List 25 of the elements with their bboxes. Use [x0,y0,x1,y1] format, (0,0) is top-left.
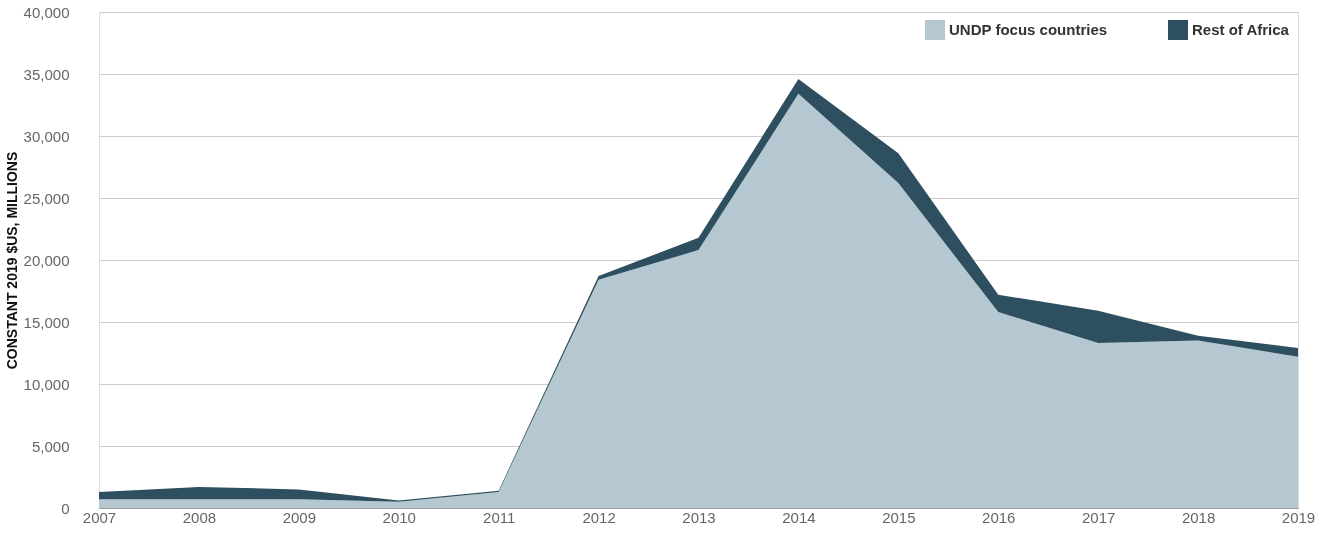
x-tick-label: 2008 [182,508,217,526]
y-tick-label: 35,000 [23,65,70,83]
x-tick-label: 2014 [782,508,816,526]
x-tick-label: 2011 [483,508,516,526]
y-tick-label: 5,000 [31,437,70,455]
y-tick-label: 15,000 [23,313,70,331]
x-tick-label: 2016 [982,508,1016,526]
x-tick-label: 2013 [682,508,716,526]
x-tick-label: 2012 [582,508,616,526]
y-axis-title: CONSTANT 2019 $US, MILLIONS [3,151,20,370]
x-tick-label: 2010 [382,508,416,526]
legend-label: Rest of Africa [1192,21,1290,38]
x-tick-label: 2018 [1181,508,1216,526]
y-tick-label: 20,000 [23,251,70,269]
x-tick-label: 2009 [282,508,317,526]
y-tick-label: 10,000 [23,375,70,393]
y-tick-label: 25,000 [23,189,70,207]
legend-label: UNDP focus countries [949,21,1108,38]
y-tick-label: 30,000 [23,127,70,145]
x-tick-label: 2007 [82,508,117,526]
x-tick-label: 2015 [882,508,916,526]
x-tick-label: 2017 [1081,508,1116,526]
x-tick-label: 2019 [1281,508,1316,526]
y-tick-label: 0 [61,499,70,517]
y-tick-label: 40,000 [23,3,70,21]
